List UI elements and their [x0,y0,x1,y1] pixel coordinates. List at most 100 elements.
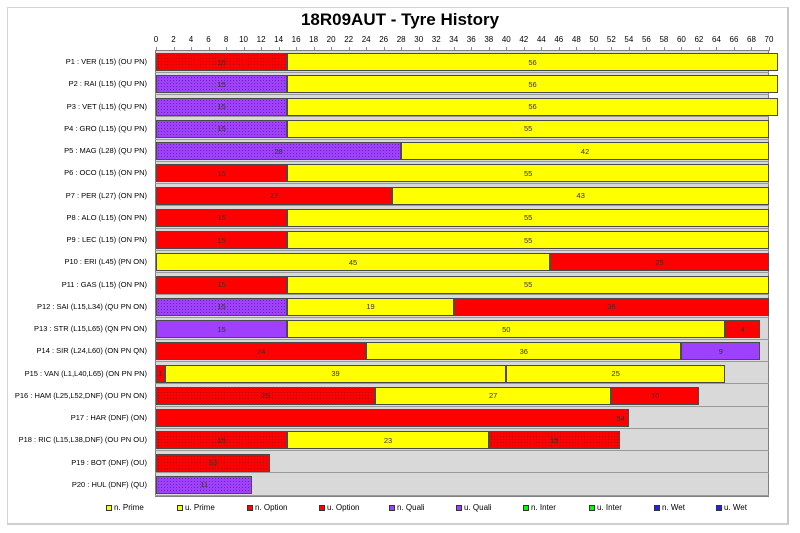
legend-swatch-icon [523,504,529,511]
stint-bar: 15 [156,431,288,450]
stint-laps-label: 27 [270,191,279,200]
row-label: P1 : VER (L15) (OU PN) [65,57,147,66]
legend-swatch-icon [589,504,595,511]
row-separator [155,205,769,207]
x-tick-label: 52 [606,35,616,44]
row-label: P2 : RAI (L15) (QU PN) [68,79,147,89]
x-tick-label: 18 [309,35,319,44]
x-tick-mark [243,47,245,51]
legend-item: u. Inter [589,503,622,512]
stint-laps-label: 27 [488,391,498,401]
row-separator [155,227,769,229]
legend-label: n. Prime [114,503,144,512]
row-label: P16 : HAM (L25,L52,DNF) (OU PN ON) [14,390,147,400]
x-tick-mark [698,47,700,51]
stint-laps-label: 25 [655,257,664,267]
stint-laps-label: 15 [217,213,226,223]
x-tick-mark [558,47,560,51]
legend-item: u. Option [319,503,359,512]
legend-label: n. Wet [662,503,685,512]
legend-label: u. Quali [464,503,492,512]
legend-item: n. Prime [106,503,144,512]
stint-laps-label: 25 [611,369,620,378]
stint-laps-label: 15 [217,57,226,67]
stint-bar: 15 [488,431,621,450]
row-label: P3 : VET (L15) (QU PN) [66,101,147,111]
x-tick-label: 8 [223,35,229,44]
stint-laps-label: 9 [718,346,723,356]
row-separator [155,361,769,362]
legend-item: n. Quali [389,503,425,512]
legend-item: u. Prime [177,503,215,512]
stint-bar: 56 [287,75,778,94]
x-tick-label: 64 [711,35,721,44]
stint-bar: 15 [156,75,288,94]
stint-bar: 15 [156,53,288,71]
stint-laps-label: 55 [523,235,533,245]
x-tick-mark [173,47,175,51]
stint-bar: 13 [156,453,270,472]
x-tick-mark [733,47,735,51]
legend-swatch-icon [319,504,325,511]
stint-laps-label: 50 [502,324,511,334]
stint-laps-label: 15 [217,302,226,312]
x-tick-mark [523,47,525,51]
row-label: P11 : GAS (L15) (ON PN) [61,279,147,289]
stint-bar: 10 [611,386,699,405]
legend-swatch-icon [247,504,253,511]
x-tick-label: 36 [466,35,476,44]
x-tick-label: 44 [536,35,546,44]
legend-label: u. Inter [597,503,622,512]
stint-laps-label: 55 [523,124,533,134]
stint-laps-label: 36 [519,346,528,356]
x-tick-label: 14 [274,35,284,44]
x-tick-mark [348,47,350,51]
stint-laps-label: 19 [366,302,375,312]
legend-item: u. Wet [716,503,747,512]
x-tick-mark [646,47,648,51]
stint-laps-label: 15 [550,435,559,445]
stint-laps-label: 25 [261,391,270,401]
stint-laps-label: 42 [580,146,590,156]
x-tick-mark [331,47,333,51]
x-tick-mark [541,47,543,51]
x-tick-mark [681,47,683,51]
stint-bar: 25 [550,253,769,272]
stint-bar: 15 [156,320,288,338]
legend-item: n. Wet [654,503,685,512]
stint-bar: 27 [156,186,393,205]
legend-label: n. Option [255,503,288,512]
legend-item: n. Inter [523,503,556,512]
stint-bar: 55 [287,231,769,249]
legend: n. Prime u. Prime n. Option u. Option n. Qua… [0,503,800,517]
stint-bar: 36 [453,297,769,316]
x-tick-mark [401,47,403,51]
x-tick-label: 56 [641,35,651,44]
x-tick-mark [261,47,263,51]
x-tick-mark [313,47,315,51]
row-separator [155,405,769,407]
x-tick-label: 32 [431,35,441,44]
x-tick-label: 30 [414,35,424,44]
legend-item: n. Option [247,503,287,512]
x-tick-mark [611,47,613,51]
x-tick-mark [418,47,420,51]
stint-bar: 25 [506,364,726,383]
stint-laps-label: 1 [158,369,163,378]
legend-item: u. Quali [456,503,492,512]
x-tick-label: 62 [694,35,704,44]
stint-bar: 15 [156,231,288,249]
row-separator [155,272,769,273]
x-tick-label: 58 [659,35,669,44]
x-tick-mark [593,47,595,51]
legend-label: u. Wet [724,503,747,512]
x-tick-mark [488,47,490,51]
stint-bar: 4 [725,320,761,338]
x-tick-label: 28 [396,35,406,44]
stint-laps-label: 23 [383,435,393,445]
x-tick-label: 26 [379,35,389,44]
row-separator [155,338,769,340]
x-tick-label: 0 [153,35,159,44]
row-separator [155,383,769,385]
x-tick-label: 46 [554,35,564,44]
